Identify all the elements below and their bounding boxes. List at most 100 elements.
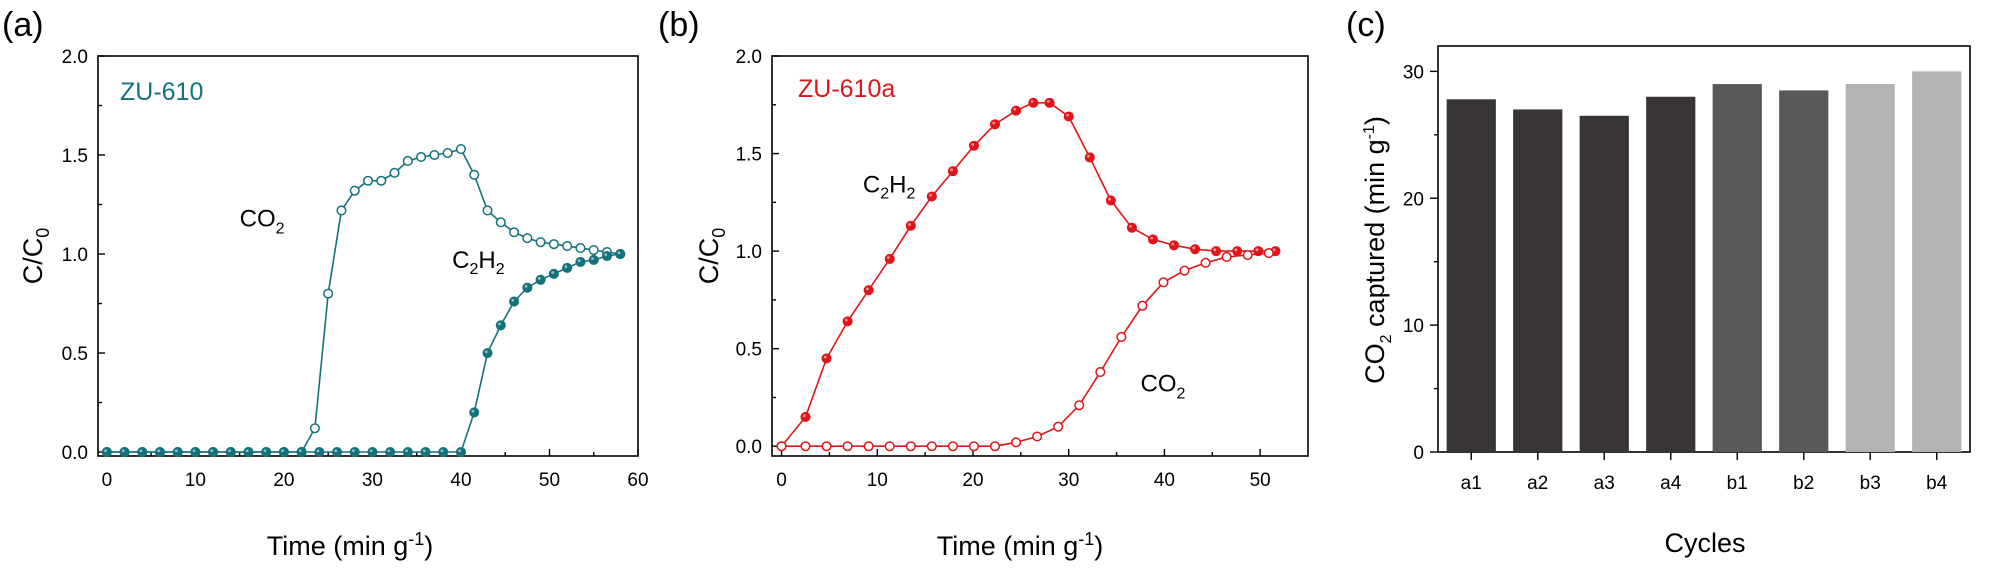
panel-a-series-1-point <box>314 446 325 458</box>
panel-a-series-1-point-highlight <box>591 257 594 261</box>
panel-b-series-1-point <box>1032 431 1043 442</box>
panel-a-series-1-point-highlight <box>369 449 373 453</box>
panel-b-series-0-point <box>800 411 811 423</box>
panel-a-series-1-point <box>190 446 201 458</box>
panel-a-series-1-point-highlight <box>281 449 285 453</box>
panel-a-series-1-point-highlight <box>564 265 568 268</box>
panel-b-series-1-point <box>1221 251 1232 263</box>
panel-b-series-1-point <box>1263 248 1274 259</box>
panel-a-series-1-point-highlight <box>471 409 475 413</box>
panel-a-y-axis-title: C/C0 <box>18 228 53 285</box>
panel-b-y-tick-label: 1.5 <box>736 145 762 166</box>
panel-a-series-0-point <box>309 423 320 434</box>
panel-a-series-0-point <box>588 245 599 256</box>
panel-a-ticks: 0 10 20 30 40 50 60 0.0 0.5 1.0 1.5 2.0 <box>62 47 649 491</box>
panel-a-series-1-point-highlight <box>458 449 462 453</box>
panel-b-series-0-point-highlight <box>1087 154 1090 158</box>
panel-a-series-1-point <box>154 446 166 458</box>
panel-a-series-0-point <box>442 147 453 159</box>
panel-a-series-1-point <box>349 446 360 458</box>
panel-c-x-tick-label: b2 <box>1793 473 1814 494</box>
panel-c-y-tick-label: 20 <box>1403 189 1424 210</box>
panel-a-series-1-point-highlight <box>511 298 515 302</box>
panel-b-y-tick-label: 2.0 <box>736 47 762 68</box>
panel-a-series-1-point <box>615 248 626 260</box>
panel-a-series-1-point-highlight <box>498 322 501 326</box>
panel-a-series-0-point <box>389 167 400 178</box>
panel-c-y-tick-label: 0 <box>1413 443 1424 464</box>
panel-a-series-0-point <box>336 205 347 216</box>
panel-b-series-0-point-highlight <box>823 355 827 359</box>
panel-a-series-1-point-highlight <box>263 449 267 453</box>
panel-a-series-1-point-highlight <box>617 251 621 255</box>
panel-a-series-0-point <box>376 175 387 186</box>
panel-c-x-tick-label: b1 <box>1727 473 1748 494</box>
panel-a-plot-frame <box>97 55 639 457</box>
panel-b-series-0-point <box>842 316 853 327</box>
panel-b-series-1-point <box>1158 277 1169 288</box>
panel-a-y-tick-label: 1.5 <box>62 146 88 167</box>
panel-a-series-0-point <box>522 233 533 244</box>
panel-a-series-1-point <box>469 407 480 418</box>
panel-b-series-0-point <box>884 253 895 264</box>
panel-a-series-0-point <box>535 237 546 248</box>
panel-b-series-1-point <box>800 441 811 452</box>
panel-b-series-0-point-highlight <box>1192 246 1196 250</box>
panel-b-series-1-annotation: CO2 <box>1141 371 1186 403</box>
panel-a-x-tick-label: 40 <box>450 470 471 491</box>
panel-a-x-tick-label: 20 <box>273 470 294 491</box>
panel-b-series-0-point-highlight <box>1150 236 1154 240</box>
panel-b-x-tick-label: 30 <box>1058 470 1079 491</box>
panel-a-series-1-point-highlight <box>334 449 338 453</box>
panel-b-y-tick-label: 1.0 <box>736 242 762 263</box>
panel-b-series-0-point <box>1084 152 1095 163</box>
panel-a-x-axis-title: Time (min g-1) <box>267 529 434 561</box>
panel-b-series-0-point-highlight <box>929 193 932 197</box>
panel-b-series-0-point-highlight <box>1272 248 1276 252</box>
panel-a-series-1-point <box>225 446 236 458</box>
panel-a-x-tick-label: 60 <box>627 470 648 491</box>
panel-a-x-tick-label: 0 <box>102 470 113 491</box>
panel-a-series-1-point <box>575 256 586 267</box>
panel-c-y-tick-label: 30 <box>1403 62 1424 83</box>
panel-a-series-0-point <box>323 288 334 299</box>
panel-b-y-tick-label: 0.5 <box>736 340 762 361</box>
panel-a-series-1-point-highlight <box>440 449 444 453</box>
panel-b-series-0-point <box>1063 111 1074 122</box>
panel-b-x-tick-label: 50 <box>1250 470 1271 491</box>
panel-a-series-0-point <box>575 243 586 254</box>
panel-b-series-0-point <box>989 119 1001 130</box>
panel-b-series-1-point <box>1179 265 1190 276</box>
panel-b-x-tick-label: 20 <box>962 470 983 491</box>
panel-a-label: (a) <box>2 6 44 44</box>
panel-a-series-1-point-highlight <box>484 350 488 354</box>
panel-c-x-tick-label: a4 <box>1660 473 1682 494</box>
panel-a-series-1-point <box>402 446 413 458</box>
panel-a-series-0-line <box>106 148 621 453</box>
panel-a-series-1-point-highlight <box>387 449 391 453</box>
panel-c-x-tick-label: a1 <box>1461 473 1482 494</box>
panel-a-series-1-point-highlight <box>157 449 161 453</box>
panel-a-sample-label: ZU-610 <box>120 78 203 106</box>
panel-b-series-0-point-highlight <box>1013 107 1017 111</box>
panel-a-series-0-annotation: CO2 <box>240 205 285 237</box>
panel-a-x-tick-label: 10 <box>185 470 206 491</box>
panel-a-series-1-point <box>509 296 520 307</box>
panel-b-series: C2H2 CO2 <box>776 97 1281 452</box>
panel-a-series-1-point <box>455 446 467 458</box>
panel-b-series-1-point <box>884 441 895 452</box>
panel-b-series-1-point <box>947 441 958 452</box>
panel-c-bar-b4 <box>1912 71 1962 452</box>
panel-c-bar-b3 <box>1845 84 1895 452</box>
panel-a-series-1-point-highlight <box>192 449 196 453</box>
panel-a-series-1-point-highlight <box>537 277 541 280</box>
panel-a-series: CO2 C2H2 <box>101 144 626 458</box>
panel-b-series-0-point-highlight <box>1129 225 1132 228</box>
panel-a-series-0-point <box>416 151 427 163</box>
panel-c-bar-b1 <box>1712 84 1762 452</box>
panel-b-series-1-point <box>1242 249 1253 261</box>
panel-b-series-1-point <box>905 441 916 452</box>
panel-b-series-0-point-highlight <box>844 318 848 322</box>
panel-c-bar-b2 <box>1779 90 1829 452</box>
panel-a-series-1-point <box>522 282 533 293</box>
